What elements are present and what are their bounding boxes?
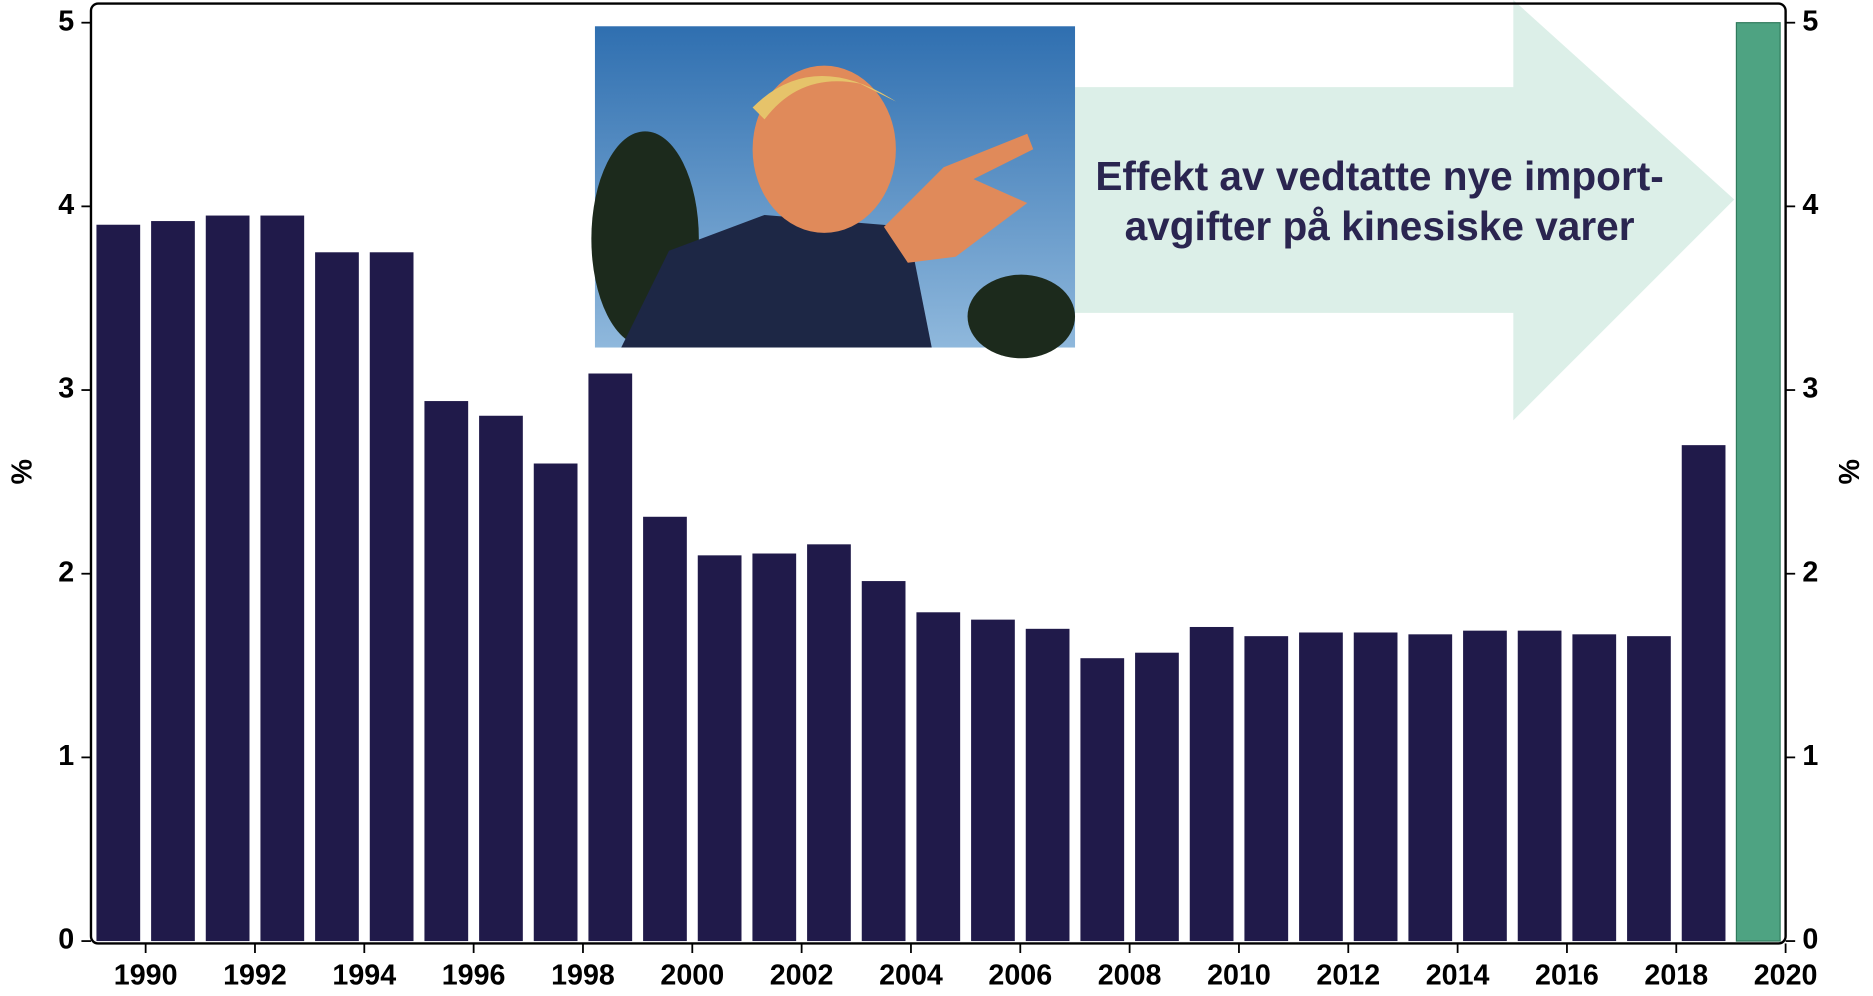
x-tick-label: 1992 xyxy=(223,959,287,991)
x-tick-label: 1990 xyxy=(114,959,178,991)
bar xyxy=(697,555,742,942)
y2-tick-label: 0 xyxy=(1802,924,1818,956)
bar xyxy=(1189,626,1234,942)
bars xyxy=(96,22,1781,942)
x-tick-label: 2020 xyxy=(1754,959,1818,991)
bar xyxy=(1408,634,1453,942)
y-tick-label: 1 xyxy=(58,740,74,772)
y-axis-label: % xyxy=(7,459,39,484)
bar xyxy=(861,581,906,942)
bar xyxy=(1244,636,1289,942)
x-tick-label: 2008 xyxy=(1098,959,1162,991)
y-tick-label: 5 xyxy=(58,5,74,37)
x-tick-label: 2012 xyxy=(1316,959,1380,991)
x-tick-label: 1996 xyxy=(442,959,506,991)
bar xyxy=(588,373,633,942)
photo xyxy=(591,26,1076,359)
x-tick-label: 1994 xyxy=(332,959,396,991)
x-tick-label: 2018 xyxy=(1644,959,1708,991)
y2-tick-label: 1 xyxy=(1802,740,1818,772)
bar xyxy=(1135,652,1179,942)
y2-tick-label: 2 xyxy=(1802,556,1818,588)
annotation: Effekt av vedtatte nye import- xyxy=(1095,153,1663,199)
bar xyxy=(479,415,523,942)
x-tick-label: 2000 xyxy=(660,959,724,991)
plot-frame xyxy=(89,2,1787,945)
bar xyxy=(971,619,1015,942)
bar xyxy=(807,544,851,942)
bar xyxy=(1627,636,1671,942)
x-tick-label: 2006 xyxy=(988,959,1052,991)
x-tick-label: 2016 xyxy=(1535,959,1599,991)
bar xyxy=(1353,632,1398,942)
y2-tick-label: 5 xyxy=(1802,5,1818,37)
bar xyxy=(752,553,797,942)
y-tick-label: 2 xyxy=(58,556,74,588)
bar xyxy=(1080,658,1125,942)
x-tick-label: 2004 xyxy=(879,959,943,991)
bar xyxy=(1025,628,1070,942)
bar xyxy=(1572,634,1617,942)
bar xyxy=(260,215,305,942)
y2-axis-label: % xyxy=(1834,459,1866,484)
y-tick-label: 4 xyxy=(58,189,74,221)
x-tick-label: 2014 xyxy=(1426,959,1490,991)
annotation: avgifter på kinesiske varer xyxy=(1125,203,1635,249)
bar xyxy=(315,252,359,942)
bar xyxy=(424,401,469,942)
bar xyxy=(1517,630,1562,942)
bar xyxy=(151,221,195,942)
x-tick-label: 2002 xyxy=(770,959,834,991)
bar xyxy=(1463,630,1507,942)
bar xyxy=(96,224,141,942)
annotation-arrow xyxy=(1075,0,1735,421)
y-tick-label: 3 xyxy=(58,373,74,405)
bar xyxy=(1735,22,1781,942)
y2-tick-label: 4 xyxy=(1802,189,1818,221)
bar xyxy=(369,252,414,942)
bar xyxy=(205,215,250,942)
bar xyxy=(533,463,578,942)
bar xyxy=(916,612,961,942)
x-tick-label: 1998 xyxy=(551,959,615,991)
y2-tick-label: 3 xyxy=(1802,373,1818,405)
x-tick-label: 2010 xyxy=(1207,959,1271,991)
bar xyxy=(1681,445,1726,942)
y-tick-label: 0 xyxy=(58,924,74,956)
bar xyxy=(643,516,687,942)
bar xyxy=(1299,632,1343,942)
